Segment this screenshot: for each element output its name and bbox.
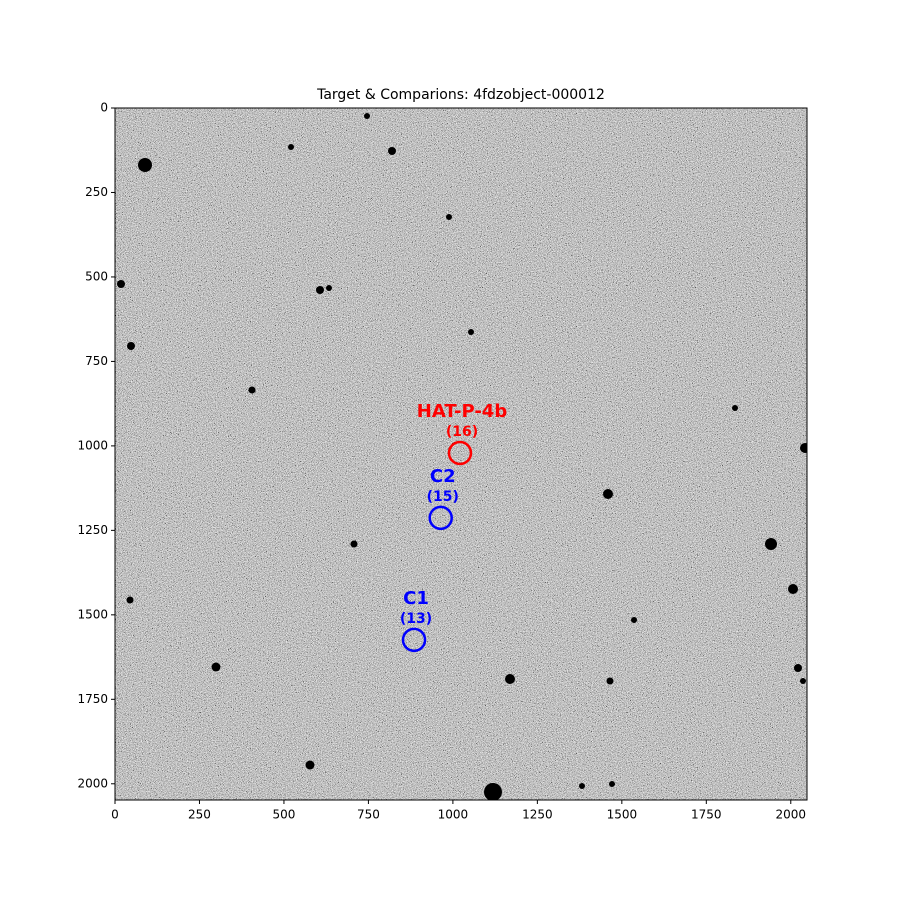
x-tick-label: 0 — [111, 808, 119, 822]
target-label: (16) — [446, 424, 478, 440]
y-tick-label: 750 — [85, 354, 108, 368]
star — [316, 286, 324, 294]
star — [794, 664, 802, 672]
chart-title: Target & Comparions: 4fdzobject-000012 — [316, 87, 605, 103]
star — [631, 617, 637, 623]
stars — [117, 113, 807, 800]
star — [505, 674, 515, 684]
x-tick-label: 250 — [188, 808, 211, 822]
star — [609, 781, 615, 787]
target-label: (15) — [427, 489, 459, 505]
star — [138, 158, 152, 172]
star — [326, 285, 332, 291]
y-tick-label: 1000 — [77, 438, 108, 452]
x-tick-label: 2000 — [776, 808, 807, 822]
star — [211, 662, 221, 672]
star — [350, 540, 358, 548]
star — [765, 538, 777, 550]
target-name: HAT-P-4b — [417, 401, 508, 422]
y-tick-label: 250 — [85, 185, 108, 199]
star — [248, 386, 256, 394]
star — [388, 147, 396, 155]
star — [800, 678, 806, 684]
aperture-circle — [428, 505, 453, 531]
star — [127, 342, 135, 350]
x-tick-label: 1250 — [522, 808, 553, 822]
y-tick-label: 500 — [85, 269, 108, 283]
image-noise — [115, 108, 807, 800]
plot-frame — [114, 107, 808, 801]
star — [305, 760, 315, 770]
x-tick-label: 500 — [272, 808, 295, 822]
aperture-circle — [401, 627, 427, 653]
target-name: C2 — [430, 466, 456, 487]
y-tick-label: 1250 — [77, 523, 108, 537]
x-tick-label: 1750 — [691, 808, 722, 822]
star — [732, 405, 738, 411]
x-tick-label: 750 — [357, 808, 380, 822]
star — [468, 329, 474, 335]
y-tick-label: 0 — [100, 101, 108, 115]
star — [126, 596, 134, 604]
star — [364, 113, 370, 119]
star — [603, 489, 613, 499]
star — [788, 584, 798, 594]
y-tick-label: 1500 — [77, 607, 108, 621]
y-tick-label: 2000 — [77, 776, 108, 790]
aperture-circle — [447, 440, 473, 466]
target-name: C1 — [403, 588, 429, 609]
star — [288, 144, 294, 150]
star — [484, 783, 502, 800]
x-tick-label: 1500 — [607, 808, 638, 822]
x-tick-label: 1000 — [438, 808, 469, 822]
star — [446, 214, 452, 220]
target-label: (13) — [400, 611, 432, 627]
star — [579, 783, 585, 789]
y-tick-label: 1750 — [77, 692, 108, 706]
star — [800, 443, 807, 453]
star — [117, 280, 125, 288]
star — [606, 677, 614, 685]
